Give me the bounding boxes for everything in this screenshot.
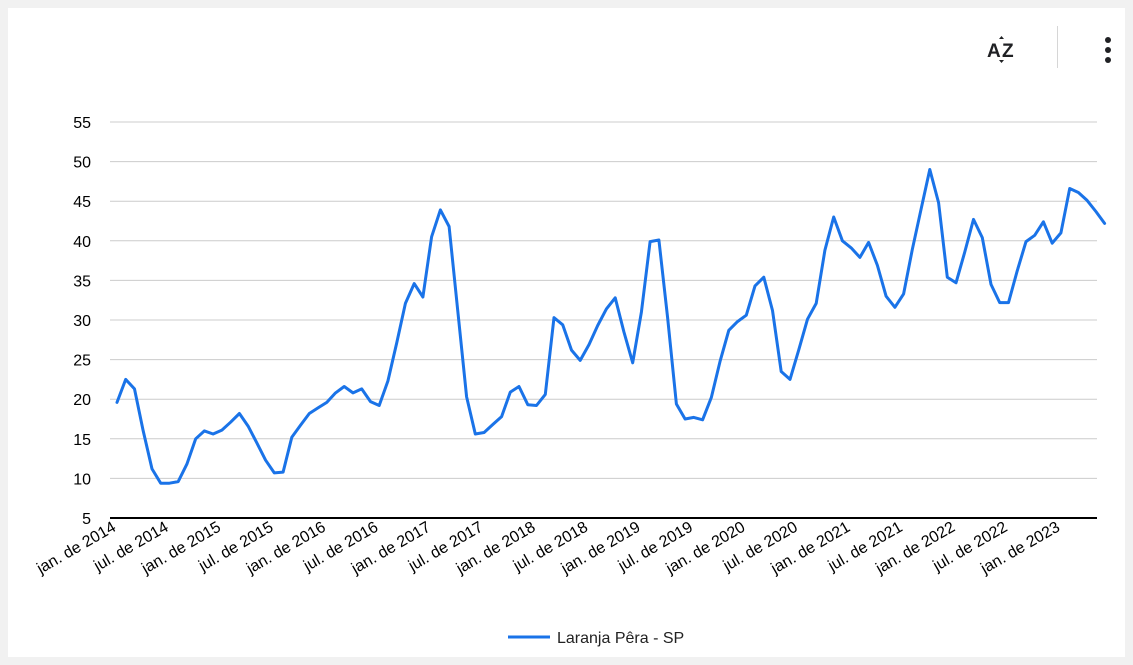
sort-az-button[interactable]: A Z (982, 30, 1022, 70)
svg-text:Z: Z (1002, 41, 1014, 62)
y-tick-label: 40 (73, 234, 91, 251)
y-tick-label: 20 (73, 392, 91, 409)
y-axis-tick-labels: 5 10 15 20 25 30 35 40 45 50 55 (73, 115, 91, 528)
series-line (115, 168, 1107, 485)
svg-text:A: A (987, 41, 1001, 62)
more-options-button[interactable] (1090, 30, 1126, 70)
legend-label: Laranja Pêra - SP (557, 630, 684, 647)
toolbar-divider (1057, 26, 1058, 68)
y-tick-label: 45 (73, 194, 91, 211)
y-tick-label: 25 (73, 353, 91, 370)
y-tick-label: 10 (73, 471, 91, 488)
sort-az-icon: A Z (987, 36, 1014, 63)
y-tick-label: 35 (73, 273, 91, 290)
y-tick-label: 50 (73, 155, 91, 172)
series-lines (115, 168, 1107, 485)
legend[interactable]: Laranja Pêra - SP (508, 630, 684, 647)
y-tick-label: 30 (73, 313, 91, 330)
y-tick-label: 55 (73, 115, 91, 132)
y-tick-label: 15 (73, 432, 91, 449)
gridlines (110, 121, 1097, 479)
y-tick-label: 5 (82, 511, 91, 528)
more-vert-icon (1105, 37, 1111, 63)
